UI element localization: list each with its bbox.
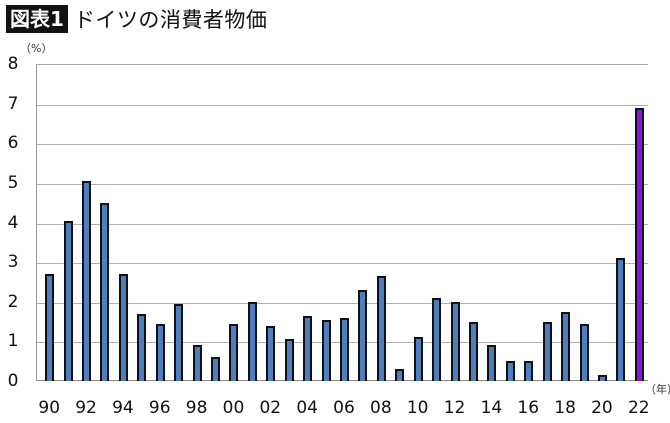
y-tick-label: 1 bbox=[7, 331, 19, 352]
bar-1990 bbox=[45, 274, 55, 381]
y-tick-label: 7 bbox=[7, 93, 19, 114]
x-tick-label: 04 bbox=[296, 398, 318, 418]
bar-2016 bbox=[524, 361, 534, 381]
bar-2018 bbox=[561, 311, 571, 381]
x-tick-label: 00 bbox=[222, 398, 245, 418]
bar-2005 bbox=[321, 319, 331, 381]
bar-1994 bbox=[118, 274, 128, 381]
x-tick-label: 98 bbox=[185, 398, 208, 418]
y-tick-label: 5 bbox=[7, 172, 19, 193]
figure-badge: 図表1 bbox=[6, 5, 68, 33]
chart-title: 図表1 ドイツの消費者物価 bbox=[6, 4, 267, 34]
x-tick-label: 94 bbox=[112, 398, 134, 418]
bar-2009 bbox=[395, 369, 405, 381]
bar-2013 bbox=[468, 321, 478, 381]
bar-2017 bbox=[542, 321, 552, 381]
x-tick-label: 08 bbox=[370, 398, 392, 418]
y-tick-label: 4 bbox=[7, 212, 19, 233]
bar-2001 bbox=[247, 301, 257, 381]
bar-2004 bbox=[303, 315, 313, 381]
gridline bbox=[37, 144, 648, 146]
y-tick-label: 6 bbox=[7, 133, 19, 154]
bar-2019 bbox=[579, 323, 589, 381]
x-tick-label: 96 bbox=[148, 398, 171, 418]
bar-1996 bbox=[155, 323, 165, 381]
gridline bbox=[37, 223, 648, 225]
bar-2002 bbox=[266, 325, 276, 381]
bar-1999 bbox=[211, 357, 221, 381]
y-tick-label: 8 bbox=[7, 54, 19, 74]
y-axis-unit: （%） bbox=[20, 42, 53, 55]
bar-2012 bbox=[450, 301, 460, 381]
plot-area bbox=[36, 64, 648, 381]
bar-2021 bbox=[616, 258, 626, 381]
bar-2010 bbox=[413, 337, 423, 381]
bar-2006 bbox=[340, 317, 349, 381]
bar-2011 bbox=[432, 297, 442, 381]
bar-2020 bbox=[597, 375, 607, 381]
gridline bbox=[37, 302, 648, 304]
x-tick-label: 90 bbox=[38, 398, 61, 418]
x-tick-label: 12 bbox=[443, 398, 466, 418]
bar-2022 bbox=[634, 107, 644, 381]
x-tick-label: 06 bbox=[333, 398, 355, 418]
x-axis-unit: （年） bbox=[645, 383, 670, 396]
x-tick-label: 10 bbox=[406, 398, 429, 418]
bar-2003 bbox=[284, 339, 294, 381]
x-tick-label: 02 bbox=[259, 398, 282, 418]
bar-1991 bbox=[63, 220, 73, 381]
bar-1993 bbox=[100, 202, 110, 381]
x-tick-label: 22 bbox=[627, 398, 650, 418]
y-tick-label: 2 bbox=[7, 291, 19, 312]
title-text: ドイツの消費者物価 bbox=[73, 8, 268, 32]
bar-2007 bbox=[358, 289, 368, 381]
gridline bbox=[37, 183, 648, 185]
gridline bbox=[37, 104, 648, 106]
x-tick-label: 20 bbox=[591, 398, 613, 418]
bar-1995 bbox=[137, 313, 147, 381]
y-tick-label: 3 bbox=[7, 252, 19, 273]
bar-1992 bbox=[82, 180, 92, 381]
bar-1998 bbox=[192, 345, 202, 381]
x-tick-label: 18 bbox=[554, 398, 576, 418]
bar-2015 bbox=[505, 361, 515, 381]
bar-2000 bbox=[229, 323, 239, 381]
bar-2008 bbox=[376, 276, 386, 381]
bar-1997 bbox=[174, 303, 184, 381]
x-tick-label: 14 bbox=[480, 398, 503, 418]
gridline bbox=[37, 263, 648, 265]
x-tick-label: 92 bbox=[75, 398, 97, 418]
bar-2014 bbox=[487, 345, 497, 381]
y-tick-label: 0 bbox=[7, 371, 19, 391]
x-tick-label: 16 bbox=[517, 398, 540, 418]
